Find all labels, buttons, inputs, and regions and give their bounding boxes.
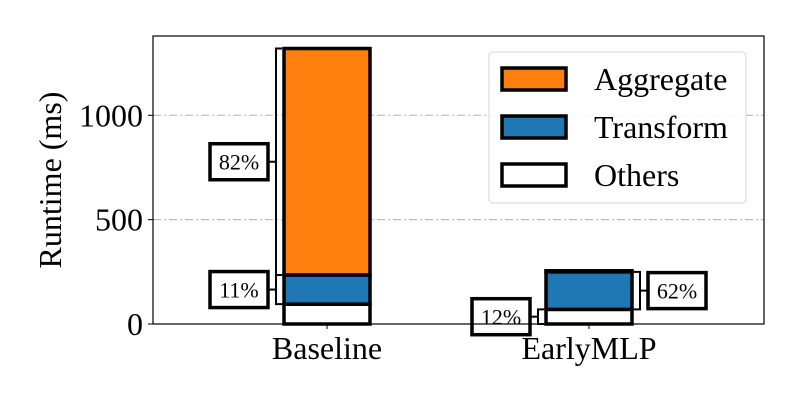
- legend-swatch-aggregate: [500, 66, 568, 92]
- bar-aggregate-earlymlp: [544, 269, 634, 274]
- x-tick-label: Baseline: [272, 330, 382, 366]
- y-tick-label: 1000: [79, 97, 143, 133]
- legend-swatch-others: [500, 162, 568, 188]
- bracket: [275, 47, 282, 276]
- legend-swatch-transform: [500, 114, 568, 140]
- bar-others-baseline: [282, 302, 372, 326]
- percent-label: 82%: [219, 150, 259, 175]
- bar-transform-baseline: [282, 273, 372, 306]
- percent-box: [208, 141, 270, 182]
- axes-frame: [152, 35, 765, 325]
- bracket: [537, 308, 544, 325]
- bracket: [634, 270, 641, 311]
- y-tick-label: 500: [95, 202, 143, 238]
- percent-label: 12%: [481, 305, 521, 330]
- percent-label: 11%: [219, 278, 259, 303]
- y-axis-label: Runtime (ms): [32, 92, 68, 269]
- x-tick-label: EarlyMLP: [521, 330, 656, 366]
- percent-label: 62%: [657, 279, 697, 304]
- bars: [282, 46, 634, 326]
- y-tick-label: 0: [127, 306, 143, 342]
- axis-ticks: 0 500 1000 Baseline EarlyMLP: [79, 97, 657, 366]
- gridlines: [153, 114, 764, 221]
- bracket: [275, 273, 282, 306]
- percent-box: [470, 296, 532, 337]
- legend-label-others: Others: [594, 157, 679, 193]
- percent-box: [646, 270, 708, 311]
- bar-aggregate-baseline: [282, 46, 372, 277]
- legend: Aggregate Transform Others: [488, 51, 747, 204]
- annotations: 82% 11% 12% 62%: [208, 47, 708, 337]
- bar-others-earlymlp: [544, 307, 634, 326]
- bar-transform-earlymlp: [544, 270, 634, 312]
- legend-label-aggregate: Aggregate: [594, 61, 727, 97]
- percent-box: [208, 269, 270, 310]
- legend-label-transform: Transform: [594, 109, 728, 145]
